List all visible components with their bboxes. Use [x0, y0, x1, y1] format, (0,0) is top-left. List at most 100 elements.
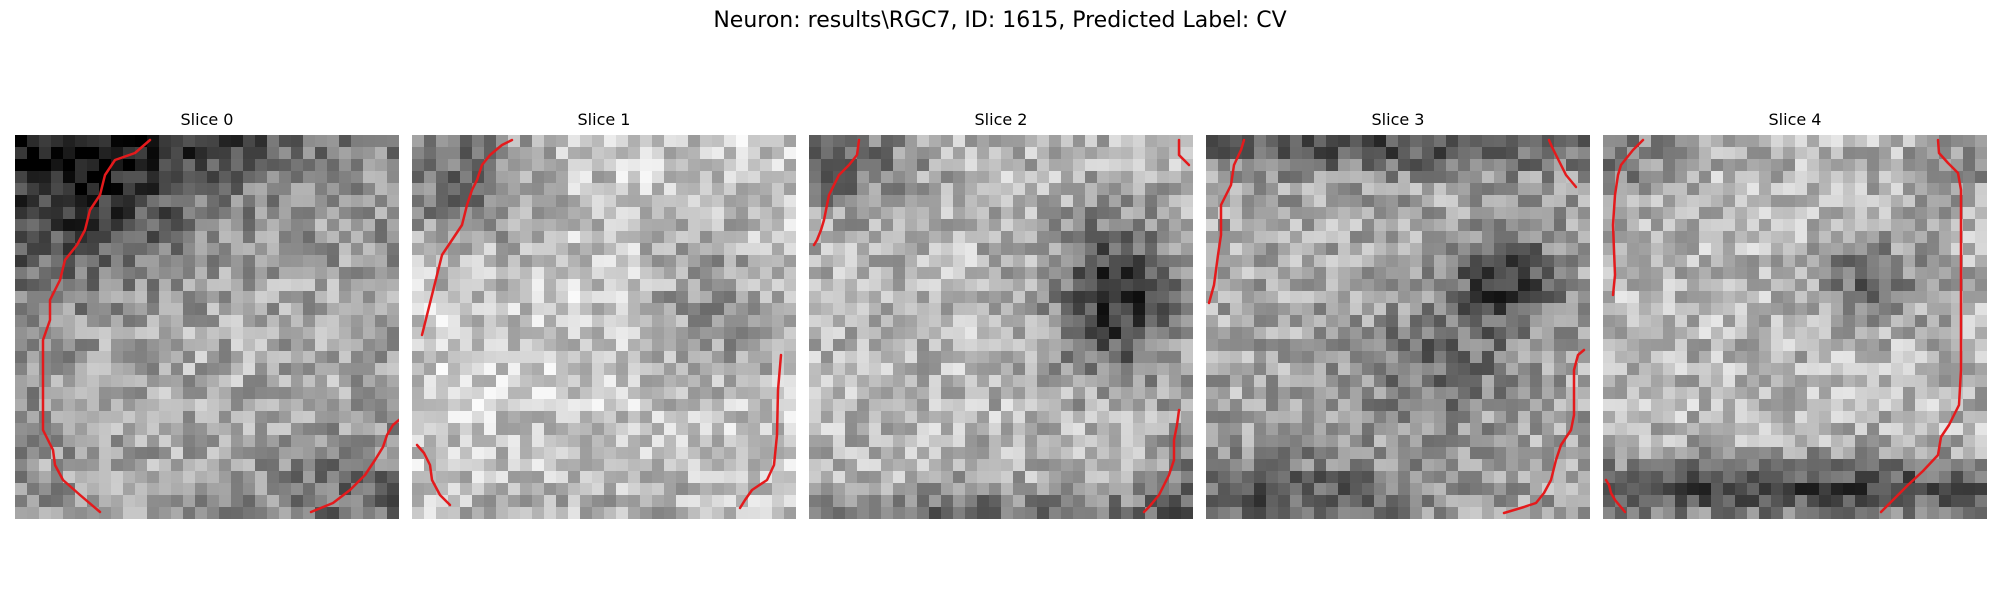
pixel: [508, 375, 521, 388]
pixel: [1639, 171, 1652, 184]
pixel: [1434, 303, 1447, 316]
pixel: [1675, 171, 1688, 184]
pixel: [1109, 435, 1122, 448]
pixel: [231, 183, 244, 196]
pixel: [1121, 435, 1134, 448]
pixel: [1013, 507, 1026, 519]
pixel: [1362, 231, 1375, 244]
pixel: [387, 291, 399, 304]
pixel: [1795, 423, 1808, 436]
pixel: [724, 447, 737, 460]
pixel: [1314, 315, 1327, 328]
pixel: [1699, 291, 1712, 304]
pixel: [135, 219, 148, 232]
pixel: [1398, 363, 1411, 376]
pixel: [929, 279, 942, 292]
pixel: [1518, 315, 1531, 328]
pixel: [207, 303, 220, 316]
pixel: [1290, 411, 1303, 424]
pixel: [1494, 411, 1507, 424]
pixel: [15, 447, 28, 460]
pixel: [1494, 159, 1507, 172]
pixel: [1458, 303, 1471, 316]
pixel: [267, 351, 280, 364]
pixel: [712, 147, 725, 160]
pixel: [1927, 135, 1940, 148]
pixel: [1939, 207, 1952, 220]
pixel: [1879, 267, 1892, 280]
pixel: [1639, 387, 1652, 400]
pixel: [1302, 339, 1315, 352]
pixel: [1891, 387, 1904, 400]
pixel: [1506, 399, 1519, 412]
pixel: [1470, 459, 1483, 472]
pixel: [1723, 327, 1736, 340]
pixel: [1783, 375, 1796, 388]
pixel: [676, 279, 689, 292]
pixel: [387, 219, 399, 232]
pixel: [496, 195, 509, 208]
pixel: [1963, 303, 1976, 316]
pixel: [809, 279, 822, 292]
pixel: [171, 351, 184, 364]
pixel: [556, 423, 569, 436]
pixel: [1013, 411, 1026, 424]
pixel: [1314, 375, 1327, 388]
pixel: [929, 471, 942, 484]
pixel: [1097, 255, 1110, 268]
pixel: [664, 231, 677, 244]
pixel: [15, 483, 28, 496]
pixel: [953, 243, 966, 256]
pixel: [1578, 459, 1590, 472]
pixel: [1302, 207, 1315, 220]
pixel: [351, 303, 364, 316]
pixel: [1049, 411, 1062, 424]
pixel: [412, 207, 425, 220]
pixel: [1711, 303, 1724, 316]
pixel: [1506, 315, 1519, 328]
pixel: [929, 387, 942, 400]
pixel: [1061, 207, 1074, 220]
pixel: [351, 243, 364, 256]
pixel: [1771, 147, 1784, 160]
pixel: [592, 495, 605, 508]
pixel: [929, 447, 942, 460]
pixel: [965, 207, 978, 220]
pixel: [1410, 315, 1423, 328]
pixel: [1975, 399, 1987, 412]
pixel: [784, 459, 796, 472]
pixel: [63, 231, 76, 244]
pixel: [1109, 159, 1122, 172]
pixel: [460, 135, 473, 148]
pixel: [375, 471, 388, 484]
pixel: [1386, 423, 1399, 436]
pixel: [1097, 207, 1110, 220]
pixel: [1242, 471, 1255, 484]
pixel: [1446, 195, 1459, 208]
pixel: [1398, 423, 1411, 436]
pixel: [1723, 291, 1736, 304]
pixel: [965, 315, 978, 328]
pixel: [712, 507, 725, 519]
pixel: [363, 351, 376, 364]
pixel: [207, 267, 220, 280]
pixel: [1699, 267, 1712, 280]
pixel: [1001, 483, 1014, 496]
pixel: [1446, 279, 1459, 292]
pixel: [1374, 495, 1387, 508]
pixel: [1266, 147, 1279, 160]
pixel: [1723, 255, 1736, 268]
pixel: [1675, 243, 1688, 256]
pixel: [700, 135, 713, 148]
pixel: [1133, 159, 1146, 172]
pixel: [929, 135, 942, 148]
pixel: [1807, 267, 1820, 280]
pixel: [592, 459, 605, 472]
pixel: [748, 507, 761, 519]
pixel: [1879, 447, 1892, 460]
pixel: [15, 351, 28, 364]
pixel: [1290, 255, 1303, 268]
pixel: [772, 267, 785, 280]
pixel: [1771, 291, 1784, 304]
pixel: [412, 399, 425, 412]
